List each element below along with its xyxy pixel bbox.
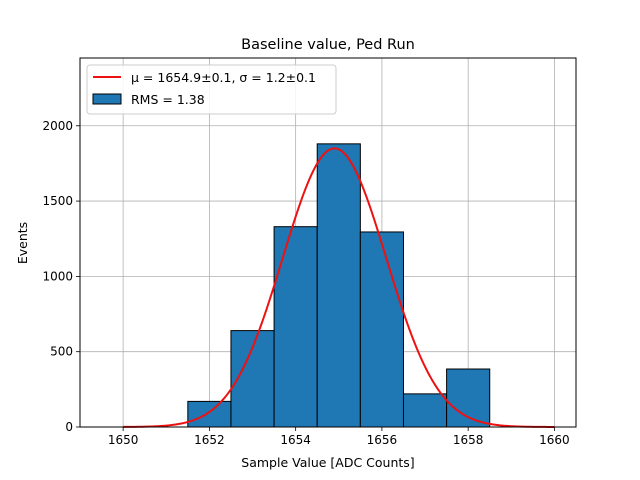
y-axis-label: Events xyxy=(15,222,30,264)
x-tick-label: 1652 xyxy=(194,433,225,447)
x-tick-label: 1654 xyxy=(280,433,311,447)
legend-fit-label: μ = 1654.9±0.1, σ = 1.2±0.1 xyxy=(131,70,316,85)
x-axis-label: Sample Value [ADC Counts] xyxy=(241,455,414,470)
y-tick-label: 500 xyxy=(50,345,73,359)
plot-frame xyxy=(79,57,577,428)
x-tick-label: 1660 xyxy=(539,433,570,447)
histogram-bar xyxy=(402,393,448,428)
x-tick-label: 1656 xyxy=(367,433,398,447)
y-tick-label: 1500 xyxy=(42,194,73,208)
y-tick-label: 0 xyxy=(65,420,73,434)
histogram-bar xyxy=(359,231,404,428)
histogram-bar xyxy=(316,143,361,428)
legend-box xyxy=(86,64,337,115)
legend-patch-swatch xyxy=(92,93,122,105)
histogram-bar xyxy=(187,400,232,428)
gaussian-fit-curve xyxy=(123,147,555,428)
x-tick-label: 1650 xyxy=(108,433,139,447)
histogram-bar xyxy=(273,226,318,428)
chart-title: Baseline value, Ped Run xyxy=(241,37,415,53)
histogram-bar xyxy=(446,368,491,428)
legend: μ = 1654.9±0.1, σ = 1.2±0.1 RMS = 1.38 xyxy=(86,64,337,115)
legend-rms-label: RMS = 1.38 xyxy=(131,92,205,107)
x-axis-ticks: 1650 1652 1654 1656 1658 1660 xyxy=(108,427,570,447)
y-tick-label: 2000 xyxy=(42,119,73,133)
y-tick-label: 1000 xyxy=(42,269,73,283)
y-axis-ticks: 0 500 1000 1500 2000 xyxy=(42,119,80,434)
x-tick-label: 1658 xyxy=(453,433,484,447)
